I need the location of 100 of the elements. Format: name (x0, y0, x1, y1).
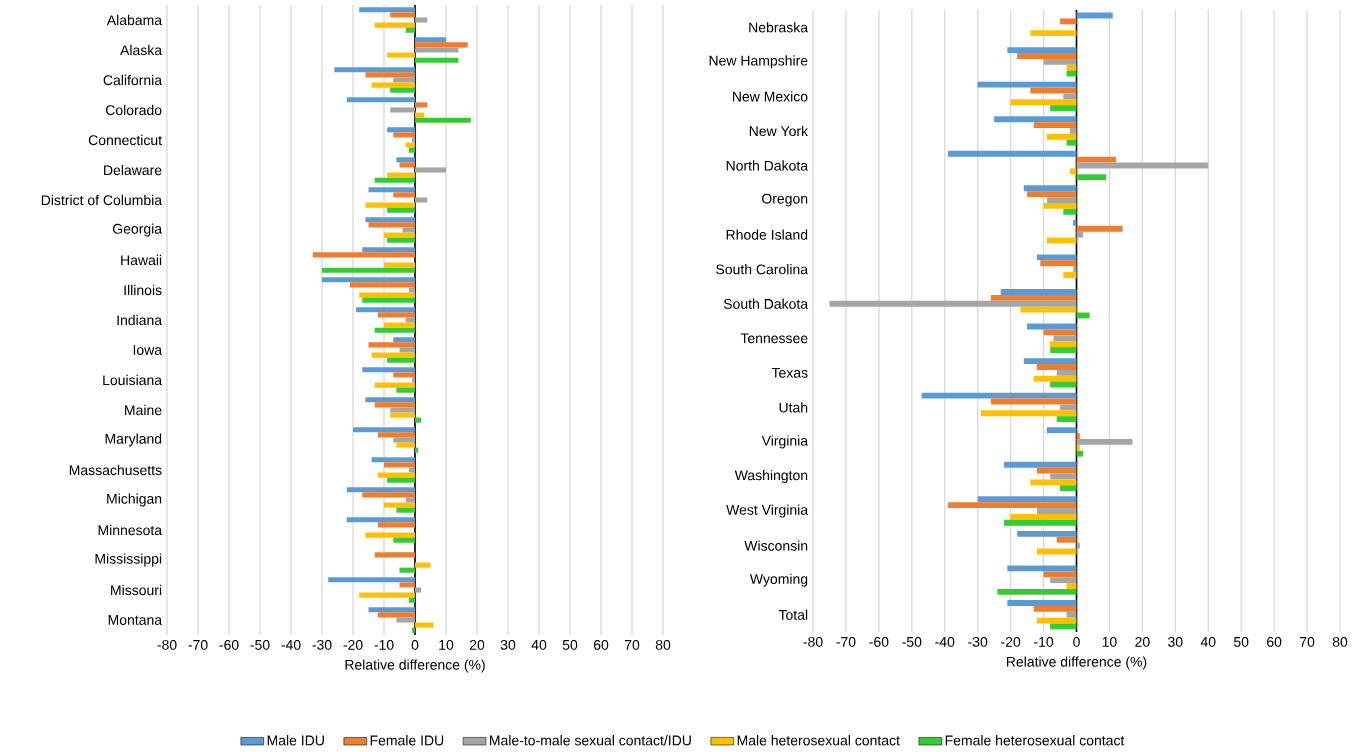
bar (1076, 174, 1107, 181)
bar (1030, 30, 1077, 37)
bar (1030, 479, 1077, 486)
y-tick-label: Delaware (104, 164, 162, 176)
bar (1023, 185, 1077, 192)
y-tick-label: Tennessee (740, 333, 808, 344)
bar (384, 462, 416, 468)
bar (408, 147, 416, 153)
bar (411, 137, 416, 143)
x-tick-label: 10 (439, 639, 454, 650)
bar (393, 132, 416, 138)
y-tick-label: Texas (771, 367, 808, 378)
bar (411, 627, 416, 633)
bar (1073, 266, 1077, 273)
bar (387, 127, 416, 133)
x-tick-label: -40 (281, 639, 301, 650)
legend-label: Male heterosexual contact (737, 735, 900, 746)
bar (405, 497, 416, 503)
bar (1073, 219, 1077, 226)
bar (393, 337, 416, 343)
bar (1066, 70, 1077, 77)
bar (405, 142, 416, 148)
legend-label: Male IDU (267, 735, 324, 746)
bar (374, 177, 416, 183)
bar (1050, 577, 1077, 584)
x-tick-label: -80 (157, 639, 177, 650)
bar (387, 207, 416, 213)
x-tick-label: -70 (836, 636, 856, 647)
y-tick-label: Michigan (107, 493, 162, 507)
y-tick-label: Alaska (120, 44, 163, 56)
bar (415, 562, 431, 568)
y-tick-label: Wisconsin (744, 540, 808, 551)
y-tick-label: Utah (779, 402, 808, 413)
y-tick-label: New York (749, 125, 809, 137)
bar (1007, 565, 1077, 572)
y-tick-label: Virginia (761, 435, 809, 449)
bar (415, 622, 434, 628)
bar (415, 197, 428, 203)
bar (1046, 133, 1077, 140)
x-tick-label: 20 (1135, 636, 1150, 647)
bar (1050, 347, 1077, 353)
bar (393, 372, 416, 378)
bar (362, 367, 416, 373)
y-tick-label: Massachusetts (69, 464, 162, 476)
bar (365, 532, 416, 538)
bar (977, 496, 1077, 503)
legend-label: Male-to-male sexual contact/IDU (490, 735, 691, 746)
bar (390, 12, 416, 18)
x-tick-label: 0 (411, 639, 419, 650)
bar (1033, 605, 1077, 612)
bar (1066, 64, 1077, 71)
bar (359, 7, 416, 13)
bar (384, 232, 416, 238)
bar (1060, 404, 1077, 411)
y-tick-label: West Virginia (726, 504, 809, 518)
bar (411, 377, 416, 383)
bar (415, 447, 419, 453)
bar (390, 412, 416, 418)
bar (365, 72, 416, 78)
bar (362, 297, 416, 303)
bar (393, 437, 416, 443)
y-tick-label: Mississippi (95, 553, 162, 567)
bar (1000, 289, 1077, 295)
bar (1063, 93, 1077, 100)
y-tick-label: South Carolina (716, 264, 809, 275)
x-tick-label: -30 (312, 639, 332, 650)
bar (390, 407, 416, 413)
x-tick-label: -10 (374, 639, 394, 650)
bar (384, 502, 416, 508)
bar (393, 192, 416, 198)
x-tick-label: -50 (902, 636, 922, 647)
bar (1050, 105, 1077, 112)
y-tick-label: California (103, 74, 163, 86)
y-tick-label: Total (778, 609, 808, 620)
bar (396, 387, 416, 393)
bar (415, 117, 471, 123)
bar (1036, 617, 1077, 624)
bar (384, 322, 416, 328)
bar (322, 277, 416, 283)
bar (328, 577, 416, 583)
bar (371, 457, 416, 463)
bar (374, 382, 416, 388)
y-tick-label: North Dakota (726, 160, 809, 171)
bar (1036, 508, 1077, 514)
x-tick-label: 30 (500, 639, 516, 650)
bar (346, 517, 416, 523)
bar (415, 102, 428, 108)
bar (415, 17, 428, 23)
bar (362, 247, 416, 253)
bar (387, 172, 416, 178)
bar (1066, 583, 1077, 589)
bar (368, 342, 416, 348)
bar (368, 607, 416, 613)
bar (1033, 122, 1077, 128)
bar (1050, 341, 1077, 348)
bar (1040, 260, 1077, 267)
bar (356, 307, 416, 313)
bar (980, 410, 1077, 417)
bar (990, 294, 1077, 301)
bar (1063, 208, 1077, 215)
